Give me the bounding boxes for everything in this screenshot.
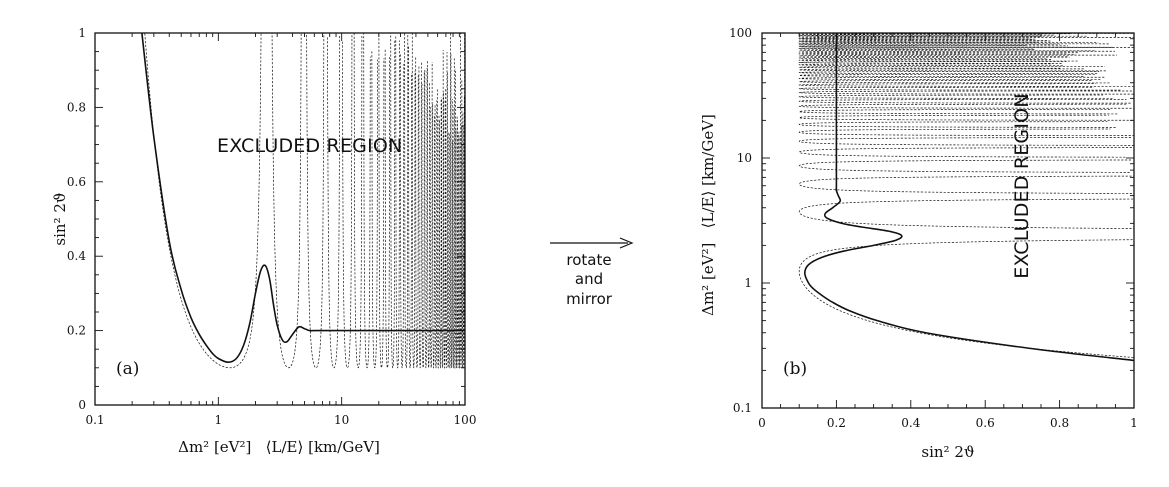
panel-b-ticks: 0.1 1 10 100 0 0.2 0.4 0.6 0.8 1 bbox=[729, 26, 1138, 430]
panel-b-ytick-label: 10 bbox=[737, 151, 752, 165]
panel-b-annotation: EXCLUDED REGION bbox=[1011, 93, 1033, 278]
panel-a-frame bbox=[94, 32, 466, 406]
panel-a-xtick-label: 0.1 bbox=[85, 413, 104, 427]
arrow-label-line-2: and bbox=[575, 270, 603, 288]
panel-a-solid-curve bbox=[141, 33, 465, 364]
panel-a-ticks: 0.1 1 10 100 0 0.2 0.4 0.6 0.8 1 bbox=[67, 26, 477, 427]
panel-b-frame bbox=[761, 32, 1135, 409]
panel-a-annotation: EXCLUDED REGION bbox=[217, 135, 402, 157]
panel-b-xlabel: sin² 2ϑ bbox=[921, 443, 974, 461]
panel-a-ylabel: sin² 2ϑ bbox=[51, 192, 69, 245]
panel-a-ytick-label: 0.2 bbox=[67, 324, 86, 338]
panel-b-xtick-label: 0 bbox=[758, 416, 766, 430]
panel-b-xtick-label: 0.8 bbox=[1050, 416, 1069, 430]
panel-a-ytick-label: 0.8 bbox=[67, 100, 86, 114]
panel-b-ytick-label: 0.1 bbox=[733, 401, 752, 415]
panel-a-xlabel: Δm² [eV²] ⟨L/E⟩ [km/GeV] bbox=[178, 438, 380, 456]
arrow-label-line-1: rotate bbox=[566, 251, 611, 269]
panel-a-xtick-label: 100 bbox=[454, 413, 477, 427]
arrow-head-icon bbox=[619, 237, 634, 249]
panel-a-dashed-curve bbox=[144, 33, 465, 370]
arrow-label-line-3: mirror bbox=[566, 290, 613, 308]
rotate-mirror-arrow: rotate and mirror bbox=[550, 237, 634, 308]
panel-a-xtick-label: 10 bbox=[334, 413, 349, 427]
panel-b-ytick-label: 1 bbox=[744, 276, 752, 290]
panel-a-label: (a) bbox=[116, 359, 139, 379]
panel-a-ytick-label: 0.6 bbox=[67, 175, 86, 189]
panel-b-xtick-label: 0.6 bbox=[976, 416, 995, 430]
panel-b-label: (b) bbox=[783, 359, 807, 379]
panel-b-dashed-curve bbox=[797, 33, 1134, 358]
panel-b-ylabel: Δm² [eV²] ⟨L/E⟩ [km/GeV] bbox=[699, 114, 717, 316]
panel-b-dashed-line bbox=[797, 33, 1134, 358]
panel-a-xtick-label: 1 bbox=[215, 413, 223, 427]
panel-a-ytick-label: 1 bbox=[78, 26, 86, 40]
panel-a-ytick-label: 0 bbox=[78, 398, 86, 412]
panel-a-dashed-line bbox=[144, 33, 465, 370]
panel-b-xtick-label: 0.4 bbox=[901, 416, 920, 430]
panel-a-ytick-label: 0.4 bbox=[67, 249, 86, 263]
panel-b-solid-curve bbox=[803, 33, 1134, 362]
panel-b-xtick-label: 1 bbox=[1130, 416, 1138, 430]
panel-b-xtick-label: 0.2 bbox=[827, 416, 846, 430]
panel-b-ytick-label: 100 bbox=[729, 26, 752, 40]
